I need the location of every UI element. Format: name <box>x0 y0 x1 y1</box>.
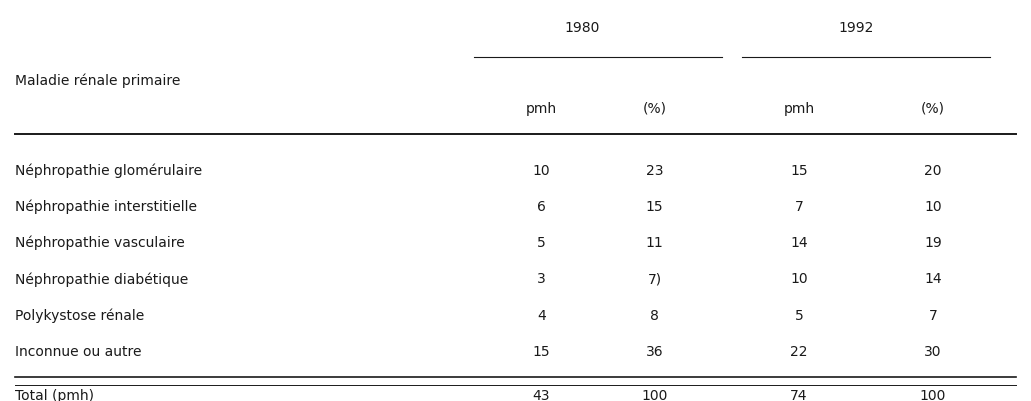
Text: pmh: pmh <box>784 101 814 115</box>
Text: 43: 43 <box>533 388 550 401</box>
Text: 36: 36 <box>645 344 664 358</box>
Text: Néphropathie diabétique: Néphropathie diabétique <box>15 271 189 286</box>
Text: Inconnue ou autre: Inconnue ou autre <box>15 344 142 358</box>
Text: 23: 23 <box>646 164 663 177</box>
Text: 1992: 1992 <box>838 21 873 35</box>
Text: 8: 8 <box>651 308 659 322</box>
Text: 10: 10 <box>924 200 942 213</box>
Text: 5: 5 <box>795 308 803 322</box>
Text: Néphropathie vasculaire: Néphropathie vasculaire <box>15 235 186 250</box>
Text: 7: 7 <box>795 200 803 213</box>
Text: 7): 7) <box>647 272 662 286</box>
Text: (%): (%) <box>921 101 945 115</box>
Text: 10: 10 <box>790 272 808 286</box>
Text: 5: 5 <box>537 236 545 249</box>
Text: Total (pmh): Total (pmh) <box>15 388 95 401</box>
Text: (%): (%) <box>642 101 667 115</box>
Text: 100: 100 <box>641 388 668 401</box>
Text: Néphropathie interstitielle: Néphropathie interstitielle <box>15 199 198 214</box>
Text: 10: 10 <box>532 164 551 177</box>
Text: 11: 11 <box>645 236 664 249</box>
Text: 6: 6 <box>537 200 545 213</box>
Text: 100: 100 <box>920 388 946 401</box>
Text: 20: 20 <box>925 164 941 177</box>
Text: 14: 14 <box>790 236 808 249</box>
Text: 1980: 1980 <box>565 21 600 35</box>
Text: 15: 15 <box>645 200 664 213</box>
Text: 4: 4 <box>537 308 545 322</box>
Text: 15: 15 <box>790 164 808 177</box>
Text: 3: 3 <box>537 272 545 286</box>
Text: 14: 14 <box>924 272 942 286</box>
Text: Maladie rénale primaire: Maladie rénale primaire <box>15 73 180 87</box>
Text: 22: 22 <box>791 344 807 358</box>
Text: 7: 7 <box>929 308 937 322</box>
Text: Néphropathie glomérulaire: Néphropathie glomérulaire <box>15 163 202 178</box>
Text: 30: 30 <box>925 344 941 358</box>
Text: 19: 19 <box>924 236 942 249</box>
Text: 15: 15 <box>532 344 551 358</box>
Text: Polykystose rénale: Polykystose rénale <box>15 308 144 322</box>
Text: 74: 74 <box>791 388 807 401</box>
Text: pmh: pmh <box>526 101 557 115</box>
